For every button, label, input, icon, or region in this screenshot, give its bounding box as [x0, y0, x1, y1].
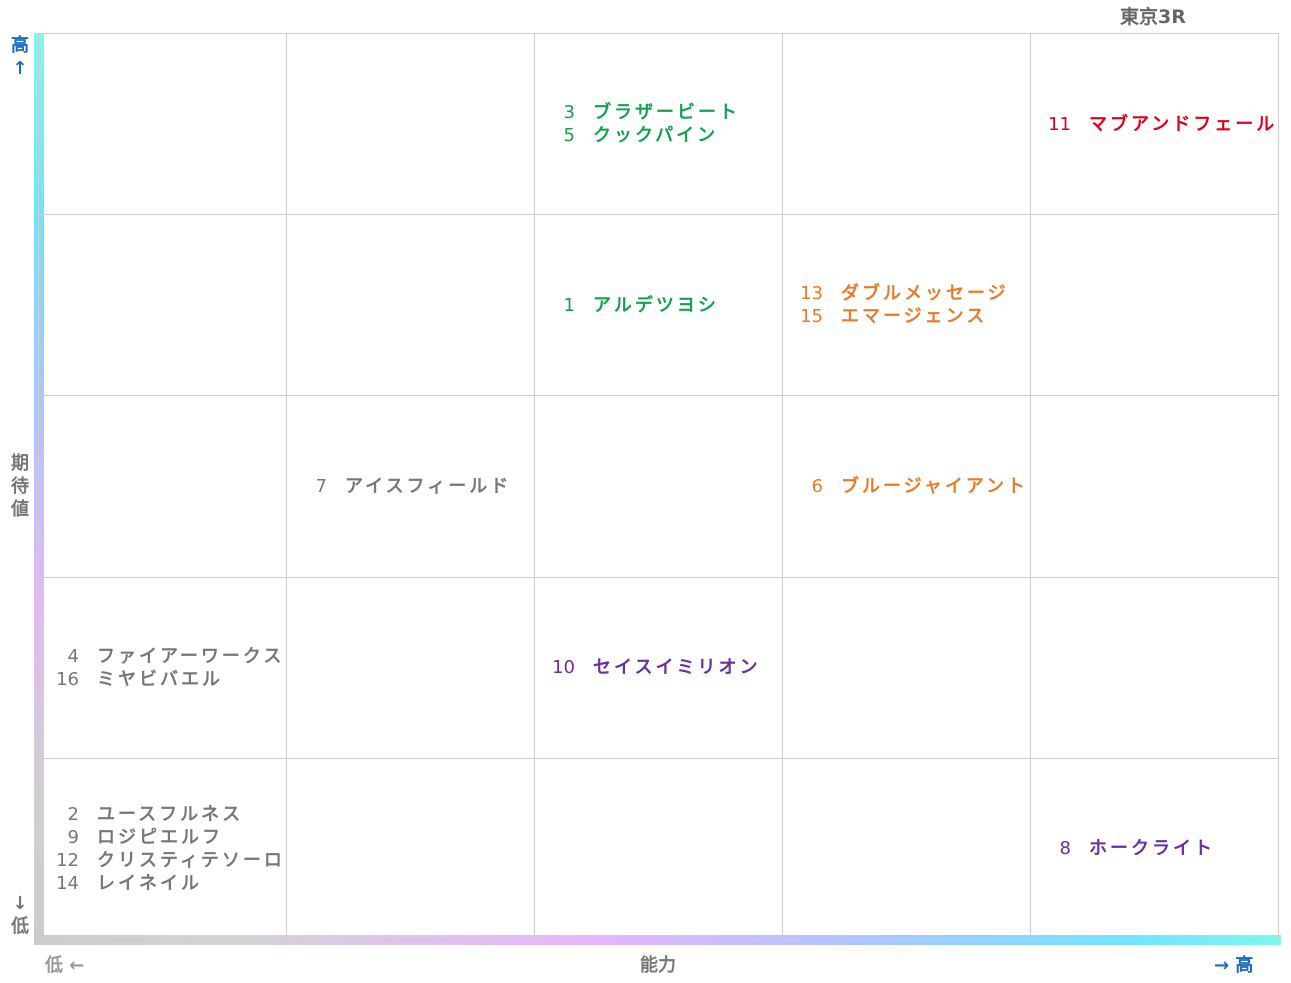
horse-name: セイスイミリオン — [593, 657, 761, 679]
cell — [286, 577, 534, 759]
cell: 7 アイスフィールド — [286, 396, 534, 578]
horse-name: ブラザービート — [593, 102, 740, 124]
horse-entry: 6 ブルージャイアント — [791, 475, 1030, 498]
cell — [286, 34, 534, 216]
horse-number: 8 — [1059, 838, 1071, 860]
horse-entry: 15 エマージェンス — [791, 305, 1030, 328]
horse-name: エマージェンス — [841, 306, 988, 328]
y-axis-bar — [34, 33, 44, 943]
horse-name: ブルージャイアント — [841, 475, 1029, 497]
cell: 3 ブラザービート 5 クックパイン — [534, 34, 782, 216]
horse-name: ユースフルネス — [97, 803, 244, 825]
horse-name: ミヤビバエル — [97, 668, 223, 690]
horse-number: 13 — [800, 283, 823, 305]
horse-entry: 9 ロジピエルフ — [47, 826, 286, 849]
horse-name: クックパイン — [593, 125, 719, 147]
cell: 2 ユースフルネス 9 ロジピエルフ 12 クリスティテソーロ 14 レイネイル — [38, 758, 286, 940]
horse-name: ダブルメッセージ — [841, 283, 1009, 305]
horse-number: 16 — [56, 668, 79, 690]
horse-name: アルデツヨシ — [593, 294, 719, 316]
horse-entry: 3 ブラザービート — [543, 101, 782, 124]
horse-entry: 7 アイスフィールド — [295, 475, 534, 498]
horse-entry: 2 ユースフルネス — [47, 803, 286, 826]
horse-name: ファイアーワークス — [97, 645, 285, 667]
horse-number: 7 — [315, 475, 327, 497]
horse-name: レイネイル — [97, 872, 202, 894]
y-label: 期待値 — [11, 453, 29, 520]
x-label: 能力 — [640, 955, 676, 976]
horse-number: 3 — [563, 102, 575, 124]
horse-number: 1 — [563, 294, 575, 316]
cell: 4 ファイアーワークス 16 ミヤビバエル — [38, 577, 286, 759]
x-low: 低 ← — [45, 955, 85, 976]
horse-number: 9 — [67, 826, 79, 848]
cell — [1030, 577, 1278, 759]
cell — [38, 215, 286, 397]
cell — [38, 396, 286, 578]
y-high: 高↑ — [11, 35, 29, 79]
cell — [782, 758, 1030, 940]
horse-entry: 11 マブアンドフェール — [1039, 113, 1278, 136]
horse-entry: 1 アルデツヨシ — [543, 294, 782, 317]
cell — [1030, 215, 1278, 397]
cell — [286, 215, 534, 397]
cell: 11 マブアンドフェール — [1030, 34, 1278, 216]
cell — [286, 758, 534, 940]
horse-name: ホークライト — [1089, 838, 1215, 860]
cell: 8 ホークライト — [1030, 758, 1278, 940]
horse-number: 14 — [56, 872, 79, 894]
horse-number: 15 — [800, 306, 823, 328]
horse-name: ロジピエルフ — [97, 826, 223, 848]
grid: 3 ブラザービート 5 クックパイン 11 マブアンドフェール 1 アルデツヨシ 13 ダブルメッ… — [38, 33, 1279, 940]
horse-number: 10 — [552, 657, 575, 679]
cell — [534, 758, 782, 940]
horse-number: 5 — [563, 125, 575, 147]
cell — [534, 396, 782, 578]
horse-name: アイスフィールド — [345, 475, 512, 497]
y-low: ↓低 — [11, 893, 29, 937]
cell — [782, 577, 1030, 759]
horse-name: クリスティテソーロ — [97, 849, 285, 871]
horse-entry: 14 レイネイル — [47, 872, 286, 895]
horse-entry: 10 セイスイミリオン — [543, 656, 782, 679]
horse-name: マブアンドフェール — [1089, 113, 1278, 135]
cell: 6 ブルージャイアント — [782, 396, 1030, 578]
horse-number: 12 — [56, 849, 79, 871]
horse-number: 2 — [67, 803, 79, 825]
cell: 1 アルデツヨシ — [534, 215, 782, 397]
x-high: → 高 — [1214, 955, 1254, 976]
horse-entry: 12 クリスティテソーロ — [47, 849, 286, 872]
horse-entry: 4 ファイアーワークス — [47, 645, 286, 668]
horse-entry: 13 ダブルメッセージ — [791, 282, 1030, 305]
x-axis-bar — [34, 935, 1281, 945]
cell — [1030, 396, 1278, 578]
cell: 13 ダブルメッセージ 15 エマージェンス — [782, 215, 1030, 397]
title: 東京3R — [1120, 6, 1186, 28]
cell — [38, 34, 286, 216]
horse-entry: 5 クックパイン — [543, 124, 782, 147]
horse-number: 6 — [811, 475, 823, 497]
cell — [782, 34, 1030, 216]
cell: 10 セイスイミリオン — [534, 577, 782, 759]
horse-entry: 8 ホークライト — [1039, 837, 1278, 860]
horse-number: 4 — [67, 645, 79, 667]
horse-entry: 16 ミヤビバエル — [47, 668, 286, 691]
horse-number: 11 — [1048, 113, 1071, 135]
